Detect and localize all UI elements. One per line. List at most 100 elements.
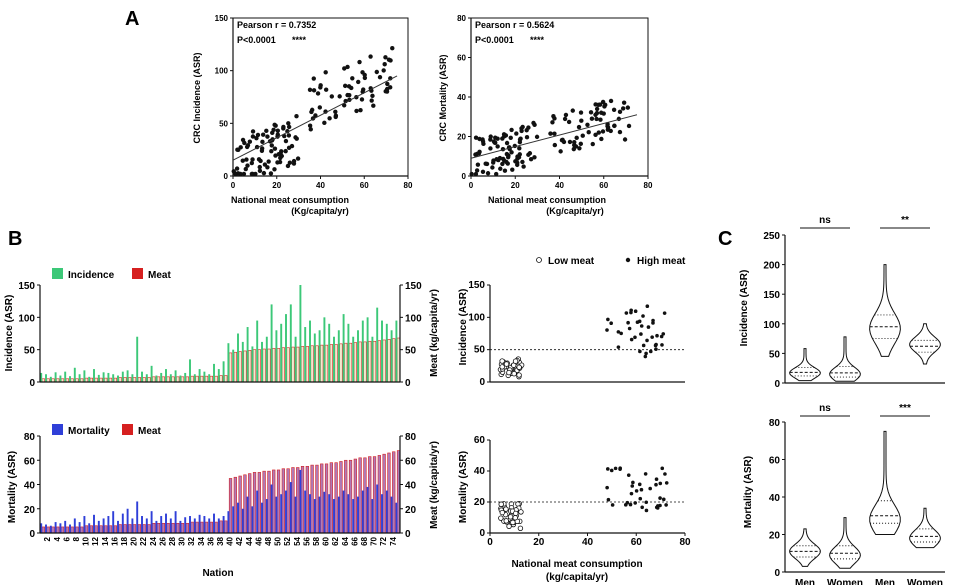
a1-point — [383, 55, 388, 60]
b4-xlabel: National meat consumption — [511, 559, 642, 570]
a1-point — [342, 83, 348, 89]
b2-meat-bar — [310, 464, 314, 534]
a2-fit-line — [470, 114, 638, 159]
b2-legend-meat: Meat — [138, 426, 161, 437]
b1-meat-bar — [267, 348, 271, 383]
b4-high-point — [605, 485, 609, 490]
b2-meat-bar — [305, 466, 309, 534]
c1-ytick-label: 50 — [769, 349, 781, 360]
a2-point — [509, 150, 514, 155]
b1-value-bar — [342, 314, 345, 382]
b2-value-bar — [232, 506, 235, 533]
c2-category-label: Women — [827, 578, 863, 585]
b2-meat-bar — [65, 526, 69, 534]
b1-meat-bar — [329, 344, 333, 383]
b3-high-point — [662, 311, 667, 315]
b1-meat-bar — [387, 339, 391, 383]
b4-high-point — [613, 466, 618, 471]
b1-value-bar — [121, 371, 124, 382]
b3-high-point — [638, 349, 642, 354]
b4-xlabel2: (kg/capita/yr) — [546, 572, 608, 583]
b2-meat-bar — [99, 525, 103, 534]
b1-value-bar — [150, 365, 153, 382]
a1-point — [281, 124, 286, 130]
b1-value-bar — [126, 370, 129, 382]
b2-meat-bar — [272, 469, 276, 534]
b2-meat-bar — [291, 467, 295, 534]
a2-point — [567, 139, 573, 145]
b2-meat-bar — [195, 521, 199, 534]
c1-ylabel: Incidence (ASR) — [739, 270, 750, 347]
b2-meat-bar — [387, 452, 391, 534]
a2-point — [480, 169, 486, 174]
b4-low-point — [507, 514, 514, 520]
b3-ytick-label: 50 — [474, 345, 486, 356]
b2-meat-bar — [382, 453, 386, 534]
b2-meat-bar — [51, 526, 55, 534]
chart-a2-mortality-scatter: 0 20 40 60 80 0 20 40 60 80 National meat consump… — [438, 14, 653, 216]
c2-category-label: Men — [795, 578, 815, 585]
a2-point — [588, 110, 594, 115]
a2-point — [521, 164, 526, 169]
b1-plot-area: 0 50 100 150 0 50 100 150 — [18, 281, 422, 389]
b1-value-bar — [136, 336, 139, 382]
a1-point — [294, 114, 299, 119]
b1-value-bar — [323, 317, 326, 382]
a1-point — [268, 171, 274, 176]
chart-a1-incidence-scatter: 0 50 100 150 0 20 40 60 80 National meat consump… — [192, 14, 413, 216]
a1-point — [385, 81, 390, 87]
a2-point — [532, 155, 537, 160]
a2-point — [510, 167, 515, 172]
a1-pvalue: P<0.0001 — [237, 35, 276, 45]
b4-high-point — [664, 481, 669, 485]
a2-xlabel: National meat consumption — [488, 195, 606, 205]
b2-legend-mortality: Mortality — [68, 426, 110, 437]
b1-value-bar — [193, 374, 196, 382]
b2-value-bar — [117, 520, 119, 533]
a2-point — [617, 109, 623, 115]
b2-value-bar — [333, 499, 335, 533]
c2-category-label: Men — [875, 578, 895, 585]
b3-legend-high-marker — [625, 257, 631, 263]
c1-violin — [869, 264, 901, 357]
a1-point — [313, 113, 318, 118]
b3-high-point — [654, 347, 658, 351]
b2-value-bar — [381, 494, 383, 533]
b3-high-point — [609, 321, 613, 326]
b4-low-point — [513, 510, 519, 517]
b2-meat-bar — [118, 524, 122, 534]
a2-point — [474, 151, 480, 157]
b4-high-point — [628, 502, 633, 507]
b1-legend-swatch-meat — [132, 268, 143, 279]
b2-value-bar — [179, 520, 182, 533]
b3-low-point — [499, 358, 505, 364]
b1-value-bar — [208, 374, 211, 382]
a1-xtick-label: 20 — [272, 181, 281, 190]
b4-ytick-label: 20 — [474, 497, 486, 508]
b1-meat-bar — [358, 341, 362, 383]
b1-value-bar — [117, 375, 119, 382]
a2-point — [558, 149, 563, 154]
a2-point — [593, 132, 598, 138]
a2-point — [552, 131, 557, 136]
a2-point — [498, 166, 503, 171]
b2-meat-bar — [89, 525, 93, 534]
a2-point — [473, 135, 479, 140]
b2-xtick-label: 44 — [245, 536, 254, 545]
b2-meat-bar — [344, 459, 348, 534]
a1-point — [346, 84, 352, 89]
b2-xtick-label: 70 — [370, 536, 379, 545]
b3-high-point — [639, 324, 644, 328]
b1-meat-bar — [195, 375, 199, 383]
b1-value-bar — [169, 374, 172, 382]
b2-xtick-label: 74 — [389, 536, 398, 545]
a2-point — [600, 99, 606, 105]
b4-high-point — [643, 472, 648, 476]
b2-xtick-label: 6 — [62, 536, 71, 541]
a1-point — [287, 160, 293, 165]
b4-xtick-label: 0 — [487, 537, 493, 548]
b2-value-bar — [246, 496, 249, 533]
b2-value-bar — [208, 518, 211, 533]
b1-meat-bar — [224, 375, 228, 383]
b4-low-point — [503, 518, 509, 524]
